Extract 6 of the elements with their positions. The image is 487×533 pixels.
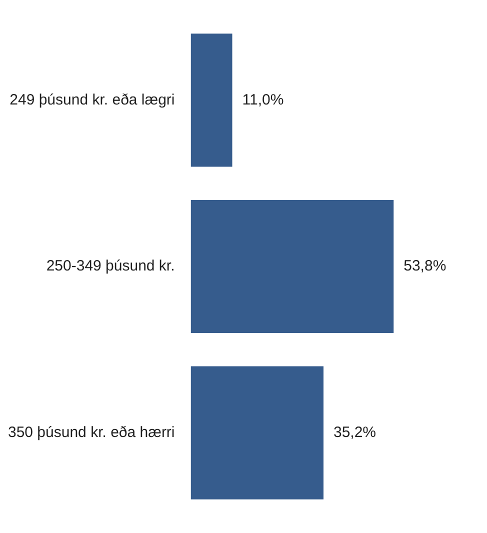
data-label: 35,2% bbox=[333, 424, 376, 441]
data-label: 11,0% bbox=[242, 91, 284, 108]
data-label: 53,8% bbox=[404, 258, 446, 275]
y-tick-label: 250-349 þúsund kr. bbox=[46, 258, 175, 275]
y-tick-label: 350 þúsund kr. eða hærri bbox=[8, 424, 175, 441]
y-tick-label: 249 þúsund kr. eða lægri bbox=[10, 91, 175, 108]
